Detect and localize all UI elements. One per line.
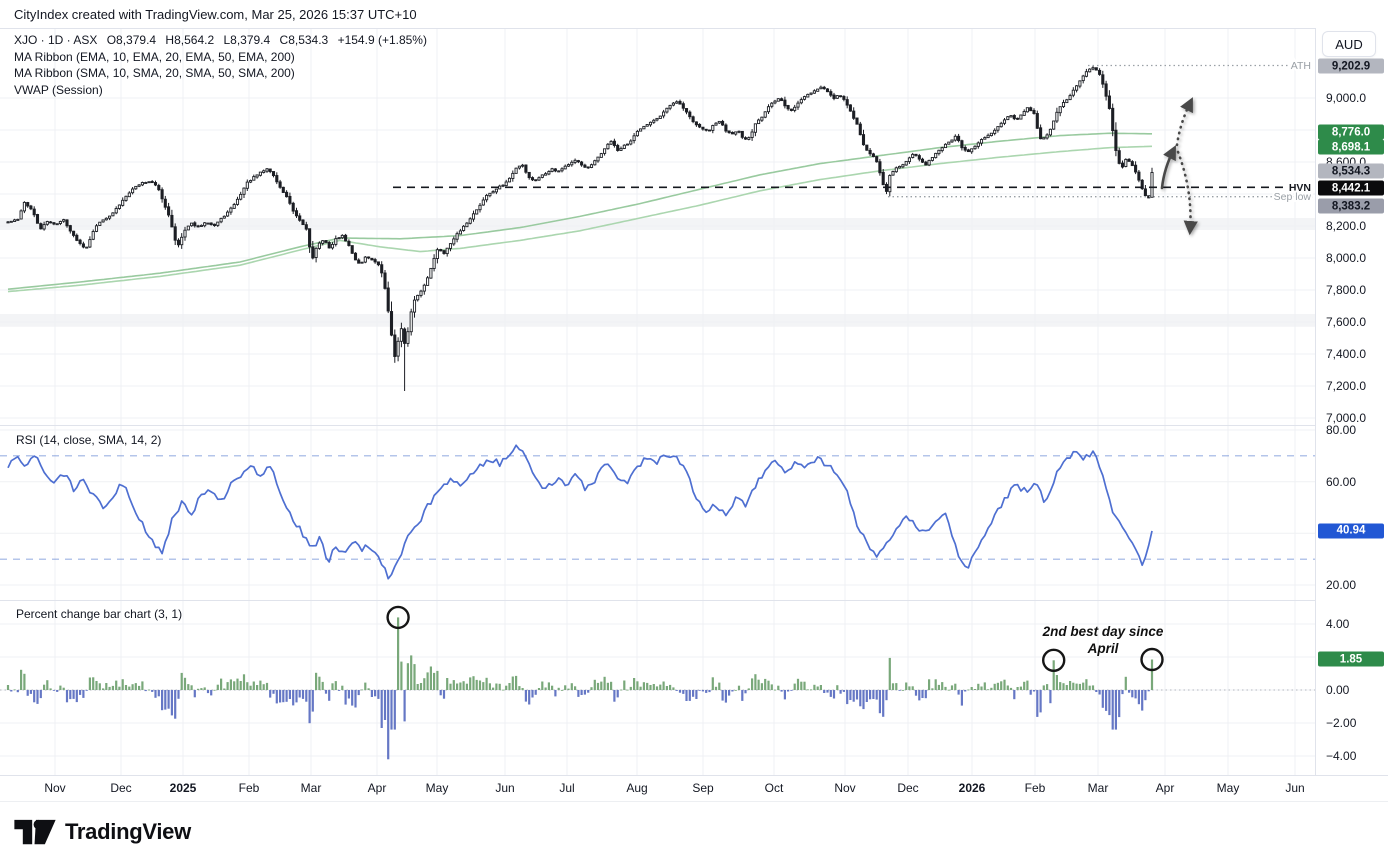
- price-badge-last-close: 8,534.3: [1318, 163, 1384, 179]
- price-scale-label: 7,000.0: [1326, 411, 1367, 425]
- time-scale-month-label: Dec: [110, 781, 132, 795]
- level-label-ath: ATH: [1291, 60, 1311, 72]
- tradingview-logo-icon: [14, 819, 56, 845]
- arrow-dotted-up: [1175, 97, 1193, 147]
- highlight-circles[interactable]: [386, 605, 1164, 672]
- ohlc-change: +154.9 (+1.85%): [337, 33, 427, 47]
- price-scale-label: 9,000.0: [1326, 91, 1367, 105]
- highlight-circle: [1140, 647, 1164, 672]
- level-label-sep-low: Sep low: [1274, 191, 1312, 203]
- indicator-legend-ema-ribbon[interactable]: MA Ribbon (EMA, 10, EMA, 20, EMA, 50, EM…: [14, 49, 295, 64]
- pct-change-pane-label[interactable]: Percent change bar chart (3, 1): [16, 607, 183, 621]
- time-scale-year-label: 2025: [169, 781, 197, 795]
- time-scale-month-label: Sep: [692, 781, 714, 795]
- arrow-solid-up: [1160, 145, 1176, 190]
- time-scale-month-label: May: [1216, 781, 1240, 795]
- indicator-legend-sma-ribbon[interactable]: MA Ribbon (SMA, 10, SMA, 20, SMA, 50, SM…: [14, 66, 295, 80]
- price-scale-label: 7,400.0: [1326, 347, 1367, 361]
- time-scale-month-label: Mar: [300, 781, 322, 795]
- price-scale-label: 80.00: [1326, 423, 1357, 437]
- price-scale-label: 8,200.0: [1326, 219, 1367, 233]
- rsi-pane: [0, 444, 1315, 580]
- time-scale-month-label: Nov: [44, 781, 66, 795]
- time-scale-month-label: Nov: [834, 781, 856, 795]
- svg-text:2nd best day since: 2nd best day since: [1042, 624, 1164, 639]
- ma-line-sma-200: [7, 145, 1153, 293]
- indicator-legend-vwap[interactable]: VWAP (Session): [14, 82, 103, 97]
- time-scale[interactable]: Nov Dec 2025 Feb Mar Apr May Jun Jul Aug Sep Oct Nov…: [0, 775, 1388, 802]
- price-badge-HVN: 8,442.1: [1318, 180, 1384, 196]
- price-badge-all-time-high: 9,202.9: [1318, 58, 1384, 74]
- time-scale-month-label: Mar: [1087, 781, 1109, 795]
- time-scale-month-label: Apr: [1155, 781, 1175, 795]
- pct-change-value-badge: 1.85: [1318, 651, 1384, 667]
- price-scale-label: 0.00: [1326, 683, 1350, 697]
- time-scale-month-label: Jun: [1285, 781, 1305, 795]
- time-scale-month-label: Jul: [559, 781, 575, 795]
- tradingview-logo[interactable]: TradingView: [14, 817, 191, 847]
- price-scale-label: 7,200.0: [1326, 379, 1367, 393]
- price-badge-ma-ribbon-upper: 8,776.0: [1318, 124, 1384, 140]
- time-scale-month-label: Feb: [1024, 781, 1046, 795]
- pct-change-pane: [0, 617, 1315, 760]
- highlight-circle: [1041, 648, 1066, 672]
- ma-line-ema-200: [7, 132, 1152, 290]
- svg-text:April: April: [1087, 641, 1119, 656]
- symbol-legend[interactable]: XJO · 1D · ASX O8,379.4 H8,564.2 L8,379.…: [14, 32, 433, 98]
- time-scale-month-label: Jun: [495, 781, 515, 795]
- tradingview-logo-text: TradingView: [65, 819, 191, 844]
- time-scale-month-label: Feb: [238, 781, 260, 795]
- volume-node-bands: [0, 218, 1315, 327]
- symbol-title[interactable]: XJO · 1D · ASX: [14, 33, 98, 47]
- price-scale-label: −2.00: [1326, 716, 1357, 730]
- price-badge-sep-low: 8,383.2: [1318, 198, 1384, 214]
- projection-arrows[interactable]: [1160, 97, 1198, 236]
- level-label-hvn: HVN: [1289, 182, 1311, 194]
- price-scale-label: −4.00: [1326, 749, 1357, 763]
- arrow-dotted-down: [1176, 150, 1198, 236]
- time-scale-month-label: Apr: [367, 781, 387, 795]
- time-scale-month-label: May: [425, 781, 449, 795]
- price-scale-label: 7,800.0: [1326, 283, 1367, 297]
- price-scale-label: 8,000.0: [1326, 251, 1367, 265]
- price-scale-label: 7,600.0: [1326, 315, 1367, 329]
- ohlc-high: H8,564.2: [165, 33, 215, 47]
- ohlc-open: O8,379.4: [106, 33, 157, 47]
- ohlc-low: L8,379.4: [223, 33, 271, 47]
- currency-button[interactable]: AUD: [1322, 31, 1376, 57]
- highlight-circle: [386, 605, 410, 630]
- price-scale-label: 60.00: [1326, 474, 1357, 489]
- pane-separators: [0, 28, 1388, 800]
- rsi-line: [7, 444, 1153, 580]
- attribution-text: CityIndex created with TradingView.com, …: [14, 7, 417, 22]
- price-scale[interactable]: 9,000.0 8,600.0 8,200.0 8,000.0 7,800.0 7,600…: [1316, 28, 1388, 775]
- time-scale-month-label: Aug: [626, 781, 648, 795]
- rsi-value-badge: 40.94: [1318, 523, 1384, 539]
- time-scale-month-label: Dec: [897, 781, 919, 795]
- ma-ribbon-lines: [7, 132, 1153, 293]
- symbol-ohlc-row[interactable]: XJO · 1D · ASX O8,379.4 H8,564.2 L8,379.…: [14, 32, 433, 49]
- ohlc-close: C8,534.3: [279, 33, 329, 47]
- grid-lines: [0, 28, 1315, 775]
- price-scale-label: 4.00: [1326, 617, 1350, 631]
- price-badge-ma-ribbon-lower: 8,698.1: [1318, 139, 1384, 155]
- annotation-text[interactable]: 2nd best day since April: [1042, 624, 1164, 656]
- price-scale-label: 20.00: [1326, 578, 1357, 592]
- time-scale-month-label: Oct: [764, 781, 784, 795]
- time-scale-year-label: 2026: [958, 781, 986, 795]
- candles-layer: [6, 65, 1154, 391]
- rsi-pane-label[interactable]: RSI (14, close, SMA, 14, 2): [16, 433, 162, 447]
